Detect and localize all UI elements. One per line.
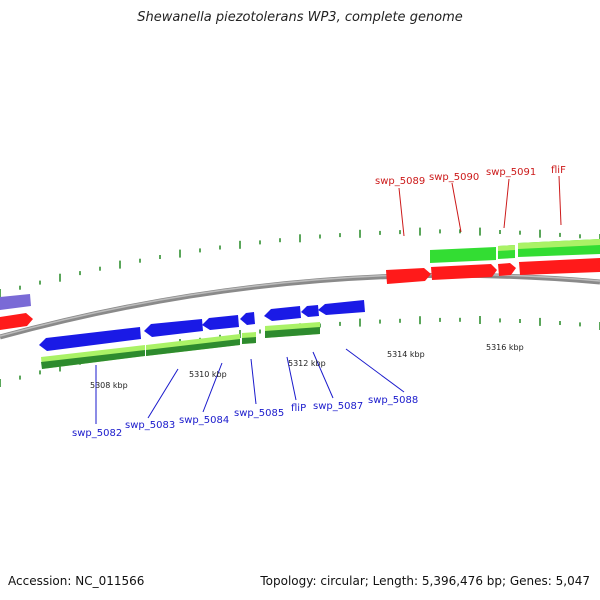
gene-arrow-swp-5091 xyxy=(498,263,516,276)
gene-arrow-swp-5084 xyxy=(202,315,239,330)
gene-arrow-swp-5089 xyxy=(386,268,431,284)
gene-label-fliF[interactable]: fliF xyxy=(551,165,566,176)
kbp-label: 5316 kbp xyxy=(486,343,524,352)
gene-arrow-swp-5090 xyxy=(431,264,497,280)
reverse-label-leaders xyxy=(95,348,405,424)
map-title: Shewanella piezotolerans WP3, complete g… xyxy=(137,10,463,25)
gene-arrow-swp-5087 xyxy=(301,305,319,317)
kbp-label: 5308 kbp xyxy=(90,381,128,390)
kbp-label: 5310 kbp xyxy=(189,370,227,379)
gene-label-swp-5085[interactable]: swp_5085 xyxy=(234,408,284,419)
cds-swp-5090 xyxy=(430,247,496,263)
genome-backbone xyxy=(0,272,600,340)
cds-swp-5082-dark xyxy=(41,350,145,369)
forward-label-leaders xyxy=(398,175,562,237)
gene-arrow-swp-5083 xyxy=(144,319,203,337)
gene-arrow-fliP xyxy=(264,306,301,321)
gene-label-fliP[interactable]: fliP xyxy=(291,403,306,414)
cds-swp-5085-dark xyxy=(242,337,256,344)
gene-label-swp-5090[interactable]: swp_5090 xyxy=(429,172,479,183)
kbp-label: 5312 kbp xyxy=(288,359,326,368)
gene-label-swp-5088[interactable]: swp_5088 xyxy=(368,395,418,406)
genome-stats-text: Topology: circular; Length: 5,396,476 bp… xyxy=(260,574,590,588)
gene-label-swp-5084[interactable]: swp_5084 xyxy=(179,415,229,426)
gene-label-swp-5082[interactable]: swp_5082 xyxy=(72,428,122,439)
outer-tick-ring xyxy=(0,227,600,297)
cds-swp-5083-dark xyxy=(146,339,240,356)
accession-text: Accession: NC_011566 xyxy=(8,574,145,588)
partial-gene-red-left xyxy=(0,313,33,330)
gene-label-swp-5091[interactable]: swp_5091 xyxy=(486,167,536,178)
cds-fliP-dark xyxy=(265,327,320,338)
cds-fliF-light xyxy=(518,239,600,249)
gene-arrow-swp-5082 xyxy=(39,327,141,351)
partial-gene-purple xyxy=(0,294,31,310)
gene-arrow-swp-5085 xyxy=(240,312,255,325)
gene-arrow-swp-5088 xyxy=(318,300,365,315)
gene-arrow-fliF xyxy=(519,258,600,275)
cds-swp-5091-light xyxy=(498,245,515,251)
gene-label-swp-5083[interactable]: swp_5083 xyxy=(125,420,175,431)
gene-label-swp-5089[interactable]: swp_5089 xyxy=(375,176,425,187)
kbp-label: 5314 kbp xyxy=(387,350,425,359)
gene-label-swp-5087[interactable]: swp_5087 xyxy=(313,401,363,412)
genome-backbone-highlight xyxy=(0,273,600,337)
